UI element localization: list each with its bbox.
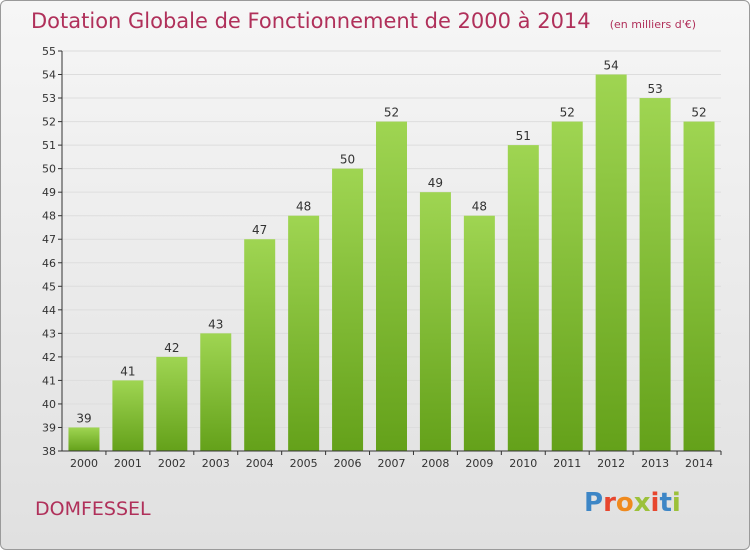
data-label: 54 [604, 59, 619, 73]
y-tick-label: 54 [42, 69, 56, 82]
y-tick-label: 42 [42, 351, 56, 364]
y-tick-label: 38 [42, 445, 56, 458]
bar-2013 [639, 98, 671, 451]
data-label: 52 [691, 106, 706, 120]
y-tick-label: 45 [42, 280, 56, 293]
y-tick-label: 46 [42, 257, 56, 270]
y-tick-label: 50 [42, 163, 56, 176]
data-label: 47 [252, 223, 267, 237]
logo-letter: P [584, 488, 604, 518]
data-label: 49 [428, 176, 443, 190]
chart-title: Dotation Globale de Fonctionnement de 20… [31, 9, 591, 33]
bar-2002 [156, 356, 188, 451]
y-tick-label: 39 [42, 421, 56, 434]
y-tick-label: 52 [42, 116, 56, 129]
bar-2007 [376, 121, 407, 452]
x-tick-label: 2010 [509, 457, 537, 470]
x-tick-label: 2011 [553, 457, 581, 470]
y-tick-label: 48 [42, 210, 56, 223]
data-label: 41 [120, 364, 135, 378]
y-tick-label: 43 [42, 327, 56, 340]
x-tick-label: 2002 [158, 457, 186, 470]
x-tick-label: 2007 [378, 457, 406, 470]
logo-letter: t [659, 488, 672, 518]
y-tick-label: 40 [42, 398, 56, 411]
x-tick-label: 2014 [685, 457, 713, 470]
logo-letter: o [615, 488, 634, 518]
data-label: 42 [164, 341, 179, 355]
bar-2011 [551, 121, 583, 452]
data-label: 48 [296, 200, 311, 214]
data-label: 39 [76, 411, 91, 425]
bar-2003 [200, 333, 232, 451]
x-tick-label: 2009 [465, 457, 493, 470]
bar-2009 [463, 215, 495, 451]
axes: 38 39 40 41 42 43 44 45 46 47 48 49 50 51 52 53 54 55 2000… [42, 45, 722, 470]
bar-2014 [683, 121, 715, 452]
data-label: 52 [384, 106, 399, 120]
proxiti-logo: Proxiti [584, 488, 681, 518]
bar-2004 [244, 239, 276, 451]
bar-2005 [288, 215, 320, 451]
data-label: 48 [472, 200, 487, 214]
logo-letter: x [633, 488, 651, 518]
x-tick-label: 2012 [597, 457, 625, 470]
y-tick-label: 47 [42, 233, 56, 246]
bars [68, 74, 715, 452]
logo-letter: i [671, 488, 681, 518]
x-tick-label: 2001 [114, 457, 142, 470]
y-tick-label: 49 [42, 186, 56, 199]
y-tick-label: 41 [42, 374, 56, 387]
data-label: 50 [340, 153, 355, 167]
x-tick-label: 2004 [246, 457, 274, 470]
logo-letter: r [603, 488, 616, 518]
chart-subtitle: (en milliers d'€) [609, 18, 697, 31]
data-label: 51 [516, 129, 531, 143]
x-tick-label: 2005 [290, 457, 318, 470]
data-label: 53 [647, 82, 662, 96]
commune-name: DOMFESSEL [35, 498, 151, 520]
bar-2001 [112, 380, 144, 451]
x-tick-label: 2008 [421, 457, 449, 470]
x-tick-label: 2000 [70, 457, 98, 470]
bar-2010 [507, 145, 539, 451]
x-tick-label: 2003 [202, 457, 230, 470]
y-tick-label: 55 [42, 45, 56, 58]
x-tick-label: 2006 [334, 457, 362, 470]
bar-2006 [332, 168, 364, 451]
x-tick-label: 2013 [641, 457, 669, 470]
y-tick-label: 53 [42, 92, 56, 105]
data-label: 43 [208, 317, 223, 331]
data-labels: 39 41 42 43 47 48 50 52 49 48 51 52 54 53 52 [76, 59, 706, 426]
y-tick-label: 51 [42, 139, 56, 152]
bar-2000 [68, 427, 100, 451]
title-line: Dotation Globale de Fonctionnement de 20… [31, 9, 696, 33]
y-tick-label: 44 [42, 304, 56, 317]
logo-letter: i [650, 488, 660, 518]
data-label: 52 [560, 106, 575, 120]
bar-2008 [419, 192, 451, 452]
bar-2012 [595, 74, 627, 451]
